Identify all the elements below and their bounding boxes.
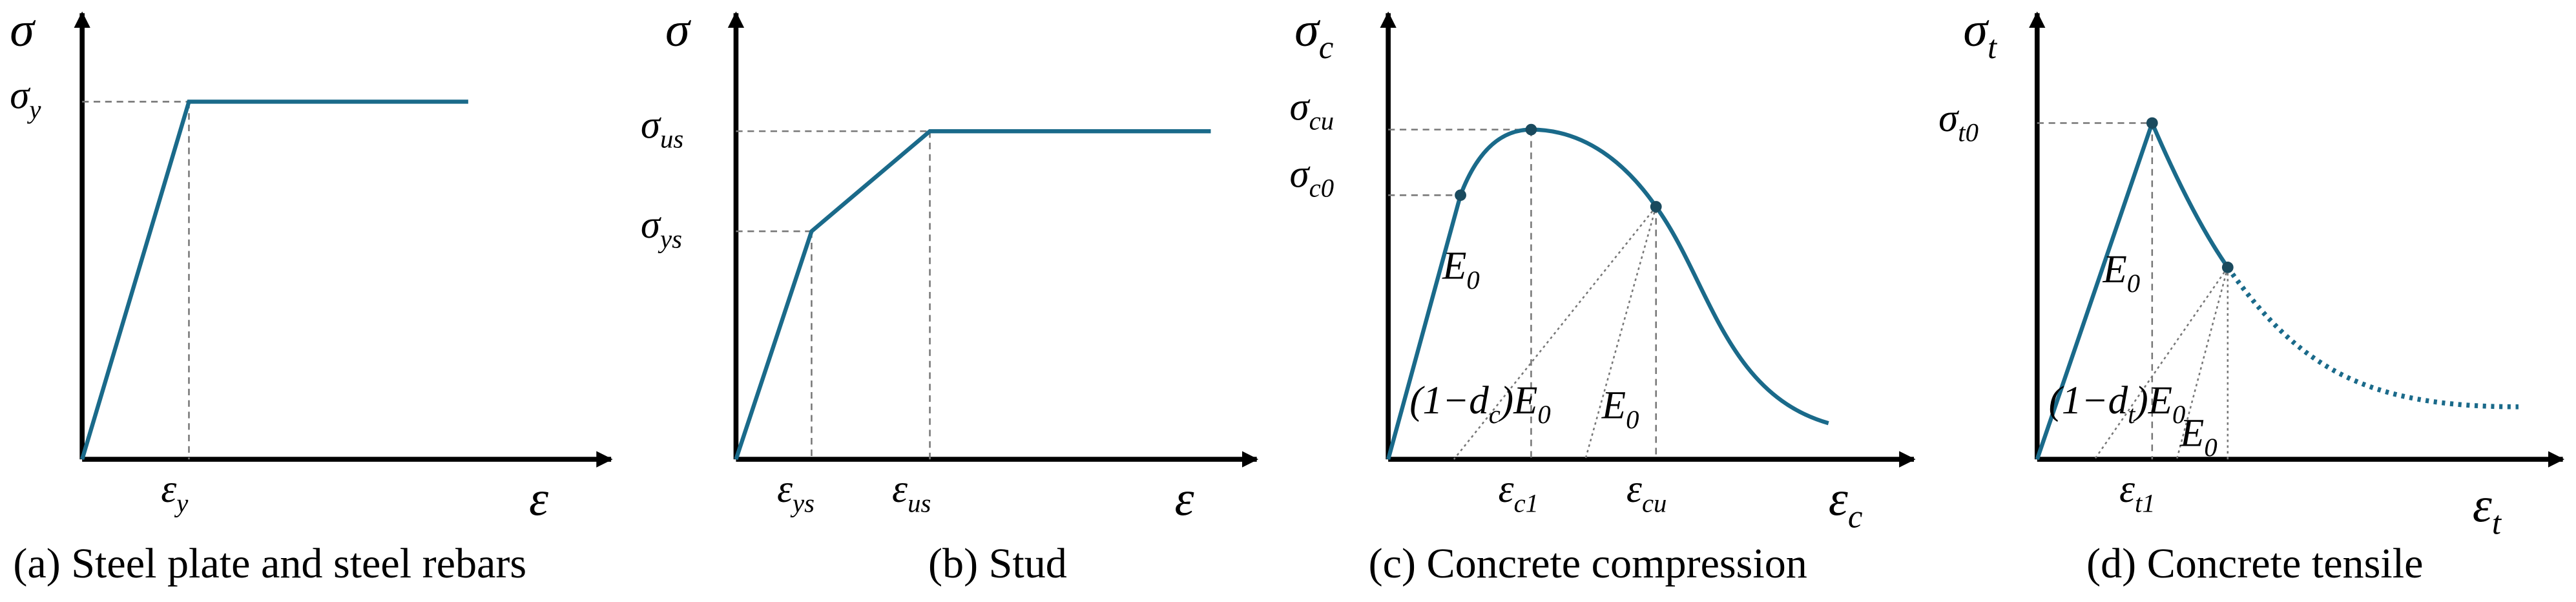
subscript: cu	[1642, 488, 1667, 517]
annotation: (1−dc)E0	[1409, 379, 1551, 429]
curve-tail	[2225, 265, 2519, 410]
symbol: σ	[10, 74, 31, 118]
y-axis-label: σ	[10, 3, 36, 57]
curve-point	[2146, 117, 2158, 129]
annotation: σy	[10, 74, 41, 124]
x-axis-label: εc	[1829, 472, 1863, 534]
curve	[734, 129, 1211, 461]
subscript: us	[908, 488, 931, 517]
caption: (a) Steel plate and steel rebars	[13, 540, 526, 587]
annotation: σcu	[1290, 85, 1335, 135]
annotation: σc0	[1290, 153, 1335, 203]
caption: (c) Concrete compression	[1369, 540, 1807, 587]
symbol: σ	[665, 3, 692, 57]
subscript: 0	[2172, 400, 2185, 429]
curve	[2035, 117, 2230, 461]
curve-point	[2221, 262, 2234, 273]
symbol: ε	[2119, 468, 2135, 511]
annotation: εcu	[1626, 468, 1667, 517]
curve-point	[1650, 201, 1662, 213]
x-axis-label: εt	[2473, 479, 2502, 541]
annotation: εt1	[2119, 468, 2155, 517]
subscript: 0	[2127, 269, 2140, 298]
symbol: σ	[1290, 153, 1311, 196]
annotation: σus	[641, 103, 683, 153]
y-axis-label: σt	[1963, 3, 1998, 65]
secant-line	[2093, 267, 2228, 460]
symbol: ε	[777, 468, 793, 511]
symbol: σ	[1963, 3, 1989, 57]
symbol: (1−d	[2049, 379, 2128, 422]
subscript: c	[1848, 498, 1863, 534]
subscript: cu	[1309, 107, 1334, 136]
symbol: )E	[1499, 379, 1538, 422]
annotation: E0	[1442, 245, 1480, 295]
subscript: t	[2128, 400, 2136, 429]
subscript: t0	[1958, 118, 1979, 147]
symbol: σ	[641, 103, 662, 147]
subscript: us	[660, 125, 683, 154]
symbol: ε	[529, 472, 548, 526]
symbol: E	[2103, 248, 2127, 291]
symbol: ε	[1626, 468, 1642, 511]
subscript: c0	[1309, 174, 1334, 203]
symbol: σ	[10, 3, 36, 57]
y-axis-label: σ	[665, 3, 692, 57]
secant-line	[2176, 267, 2229, 460]
annotation: σt0	[1938, 97, 1979, 147]
subscript: 0	[2204, 433, 2217, 462]
symbol: ε	[2473, 479, 2492, 533]
symbol: σ	[1294, 3, 1321, 57]
curve	[80, 99, 468, 460]
symbol: ε	[1175, 472, 1194, 526]
subscript: t	[1988, 29, 1998, 65]
symbol: (1−d	[1409, 379, 1489, 422]
subscript: c	[1489, 400, 1501, 429]
subscript: c1	[1514, 488, 1539, 517]
x-axis-label: ε	[1175, 472, 1194, 526]
subscript: 0	[1466, 265, 1479, 295]
subscript: c	[1319, 29, 1334, 65]
annotation: E0	[2179, 412, 2218, 462]
curve-point	[1525, 123, 1537, 136]
subscript: 0	[1537, 400, 1550, 429]
annotation: εc1	[1499, 468, 1539, 517]
secant-line	[1453, 206, 1657, 460]
subscript: ys	[658, 224, 682, 253]
x-axis-label: ε	[529, 472, 548, 526]
subscript: 0	[1626, 405, 1639, 434]
symbol: σ	[1290, 85, 1311, 129]
annotation: E0	[2103, 248, 2141, 298]
symbol: E	[1442, 245, 1466, 288]
subscript: ys	[790, 488, 815, 517]
annotation: εus	[892, 468, 931, 517]
caption: (b) Stud	[928, 540, 1067, 587]
symbol: σ	[641, 203, 662, 247]
symbol: E	[2179, 412, 2204, 455]
curve-point	[1455, 189, 1466, 202]
symbol: ε	[892, 468, 908, 511]
annotation: εys	[777, 468, 815, 517]
subscript: t	[2492, 505, 2502, 541]
annotation: E0	[1601, 384, 1639, 434]
symbol: ε	[161, 468, 176, 511]
secant-line	[1584, 206, 1657, 460]
caption: (d) Concrete tensile	[2086, 540, 2423, 587]
y-axis-label: σc	[1294, 3, 1333, 65]
symbol: ε	[1499, 468, 1514, 511]
curve	[1386, 127, 1829, 460]
symbol: E	[1601, 384, 1626, 428]
subscript: y	[174, 488, 189, 517]
subscript: y	[26, 95, 41, 124]
subscript: t1	[2135, 488, 2155, 517]
symbol: )E	[2133, 379, 2172, 422]
annotation: σys	[641, 203, 682, 253]
annotation: (1−dt)E0	[2049, 379, 2186, 429]
symbol: σ	[1938, 97, 1960, 140]
symbol: ε	[1829, 472, 1848, 526]
annotation: εy	[161, 468, 189, 517]
